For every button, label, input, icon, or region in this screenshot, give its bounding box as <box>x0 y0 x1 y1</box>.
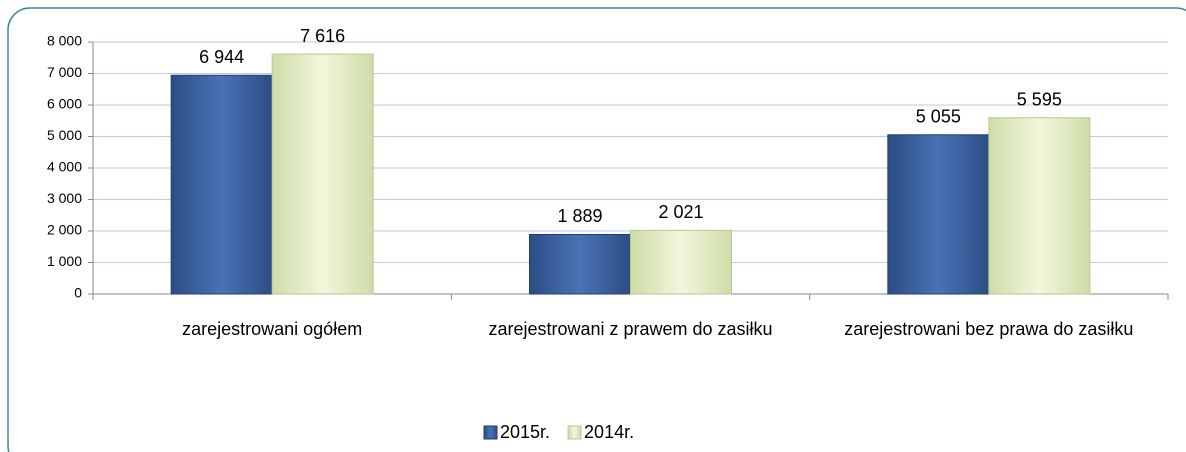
y-tick-label: 7 000 <box>47 64 82 80</box>
data-label: 5 595 <box>1017 90 1062 110</box>
bar <box>170 74 273 295</box>
data-label: 1 889 <box>557 206 602 226</box>
bar <box>529 233 631 295</box>
y-tick-label: 2 000 <box>47 222 82 238</box>
y-tick-label: 5 000 <box>47 127 82 143</box>
bar <box>988 117 1091 295</box>
bar <box>271 53 374 295</box>
y-tick-label: 0 <box>74 285 82 301</box>
data-label: 5 055 <box>916 107 961 127</box>
y-tick-label: 4 000 <box>47 159 82 175</box>
x-tick-label: zarejestrowani z prawem do zasiłku <box>488 319 773 339</box>
legend-swatch <box>567 425 582 440</box>
legend-swatch <box>483 425 498 440</box>
data-label: 7 616 <box>300 26 345 46</box>
legend-label: 2014r. <box>584 422 634 442</box>
y-tick-label: 6 000 <box>47 96 82 112</box>
y-tick-label: 1 000 <box>47 253 82 269</box>
data-label: 2 021 <box>658 202 703 222</box>
legend-label: 2015r. <box>500 422 550 442</box>
data-label: 6 944 <box>199 47 244 67</box>
x-tick-label: zarejestrowani ogółem <box>182 319 363 339</box>
x-tick-label: zarejestrowani bez prawa do zasiłku <box>844 319 1134 339</box>
bar <box>630 229 732 295</box>
y-tick-label: 3 000 <box>47 190 82 206</box>
y-tick-label: 8 000 <box>47 33 82 49</box>
bar <box>887 134 990 295</box>
